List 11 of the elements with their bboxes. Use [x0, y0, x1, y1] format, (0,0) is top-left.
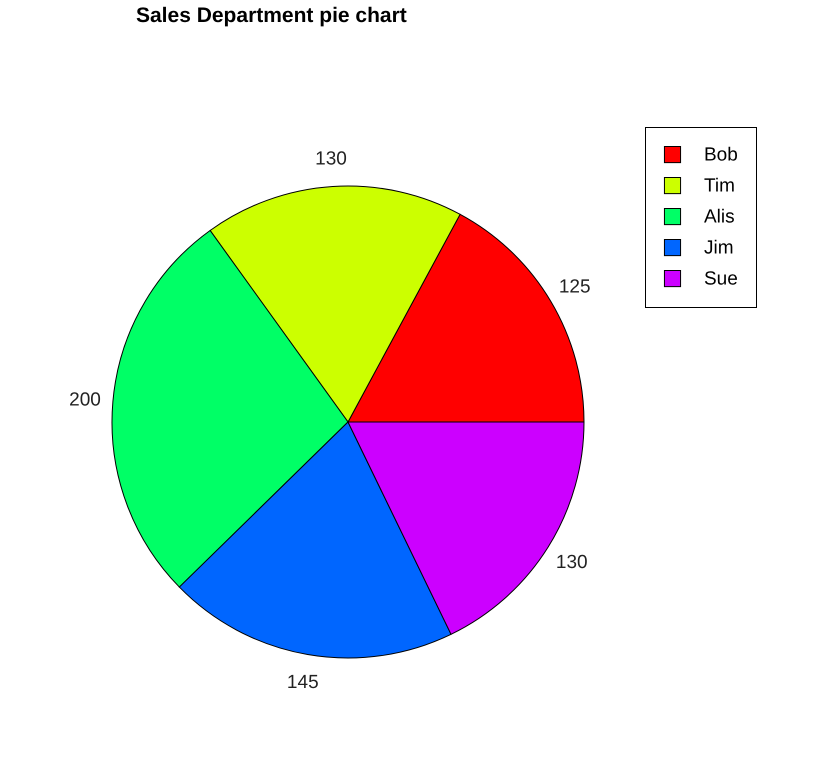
data-label: 145: [286, 672, 319, 694]
legend-label: Alis: [704, 206, 735, 228]
legend-label: Sue: [704, 268, 738, 290]
data-label: 125: [558, 276, 591, 298]
data-label: 130: [315, 148, 347, 170]
chart-title: Sales Department pie chart: [136, 4, 407, 27]
data-label: 130: [556, 552, 588, 574]
legend-label: Jim: [704, 238, 734, 258]
legend-label: Tim: [704, 176, 735, 196]
legend-label: Bob: [704, 144, 738, 166]
data-label: 200: [69, 389, 101, 410]
